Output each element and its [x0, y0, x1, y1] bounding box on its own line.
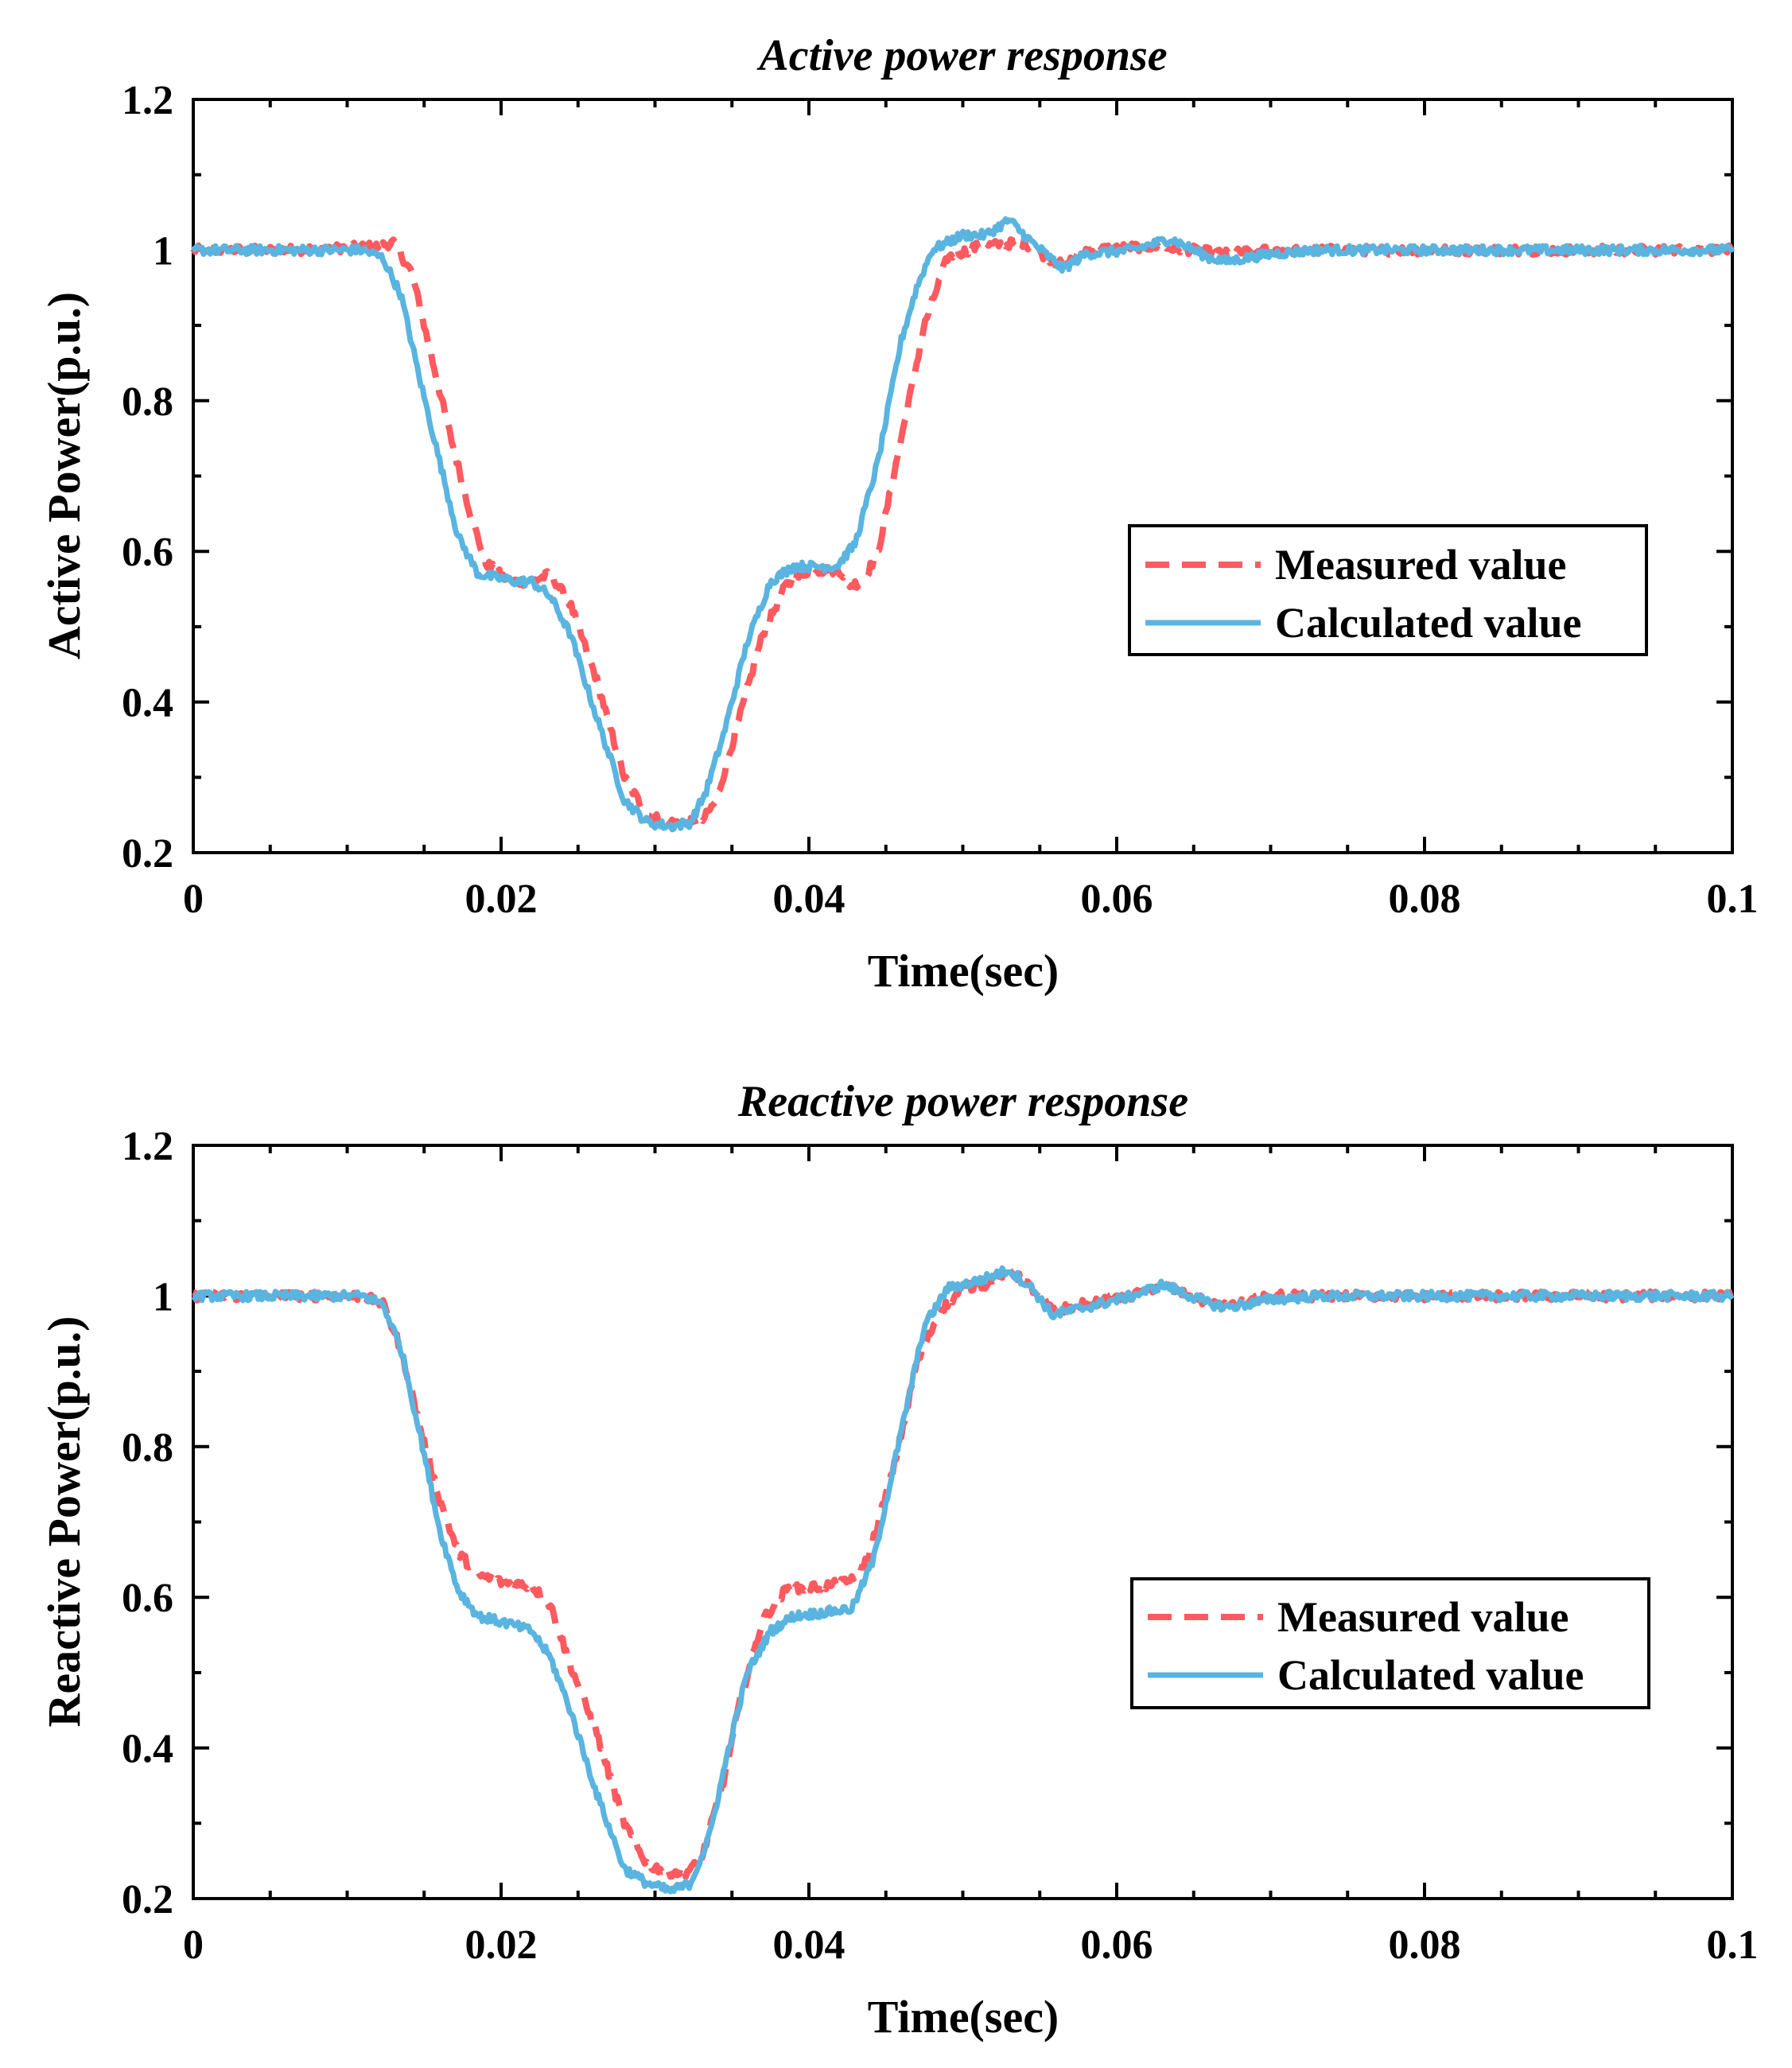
x-tick-labels: 0 0.02 0.04 0.06 0.08 0.1	[183, 877, 1759, 922]
legend-box	[1130, 1577, 1650, 1709]
y-tick-label: 0.2	[122, 831, 173, 877]
x-tick-label: 0.06	[1081, 1922, 1153, 1968]
y-tick-label: 0.2	[122, 1877, 173, 1922]
legend-label-calculated: Calculated value	[1275, 599, 1582, 647]
x-tick-label: 0.08	[1389, 877, 1461, 922]
y-tick-label: 1.2	[122, 78, 173, 123]
legend-box	[1128, 524, 1648, 656]
legend-label-measured: Measured value	[1275, 541, 1566, 589]
y-axis-label: Reactive Power(p.u.)	[38, 1316, 90, 1728]
tick-marks	[192, 1144, 1734, 1900]
y-tick-label: 0.8	[122, 379, 173, 425]
x-tick-label: 0.04	[773, 1922, 845, 1968]
y-tick-labels: 0.2 0.4 0.6 0.8 1 1.2	[122, 1124, 173, 1922]
y-tick-label: 0.4	[122, 1727, 173, 1772]
y-tick-label: 0.8	[122, 1425, 173, 1471]
y-tick-label: 1	[153, 1274, 173, 1320]
series-layer	[191, 1264, 1735, 1895]
y-tick-labels: 0.2 0.4 0.6 0.8 1 1.2	[122, 78, 173, 877]
active-power-chart: Active power response 0 0.02 0.04 0.06 0.08 0…	[38, 31, 1759, 997]
tick-marks	[192, 98, 1734, 854]
x-tick-label: 0.1	[1707, 1922, 1759, 1968]
x-tick-label: 0.1	[1707, 877, 1759, 922]
legend: Measured value Calculated value	[1130, 1577, 1650, 1709]
y-tick-label: 1.2	[122, 1124, 173, 1169]
y-tick-label: 0.6	[122, 1576, 173, 1621]
x-tick-label: 0	[183, 877, 204, 922]
chart-title: Active power response	[756, 31, 1167, 80]
reactive-power-chart: Reactive power response 0 0.02 0.04 0.06 0.0…	[38, 1077, 1759, 2043]
series-calculated-line	[191, 1265, 1735, 1895]
y-tick-label: 0.6	[122, 530, 173, 575]
y-tick-label: 1	[153, 228, 173, 274]
x-axis-label: Time(sec)	[868, 1991, 1059, 2043]
x-tick-label: 0	[183, 1922, 204, 1968]
x-tick-label: 0.02	[465, 1922, 538, 1968]
x-tick-label: 0.08	[1389, 1922, 1461, 1968]
x-axis-label: Time(sec)	[868, 945, 1059, 997]
series-layer	[190, 216, 1736, 833]
x-tick-label: 0.04	[773, 877, 845, 922]
x-tick-labels: 0 0.02 0.04 0.06 0.08 0.1	[183, 1922, 1759, 1968]
chart-title: Reactive power response	[737, 1077, 1188, 1126]
x-tick-label: 0.06	[1081, 877, 1153, 922]
legend-label-calculated: Calculated value	[1277, 1651, 1584, 1699]
y-tick-label: 0.4	[122, 681, 173, 726]
y-axis-label: Active Power(p.u.)	[38, 292, 90, 659]
x-tick-label: 0.02	[465, 877, 538, 922]
legend: Measured value Calculated value	[1128, 524, 1648, 656]
series-calculated-line	[190, 216, 1736, 833]
legend-label-measured: Measured value	[1277, 1593, 1568, 1641]
plot-area	[192, 1144, 1734, 1900]
plot-area	[192, 98, 1734, 854]
